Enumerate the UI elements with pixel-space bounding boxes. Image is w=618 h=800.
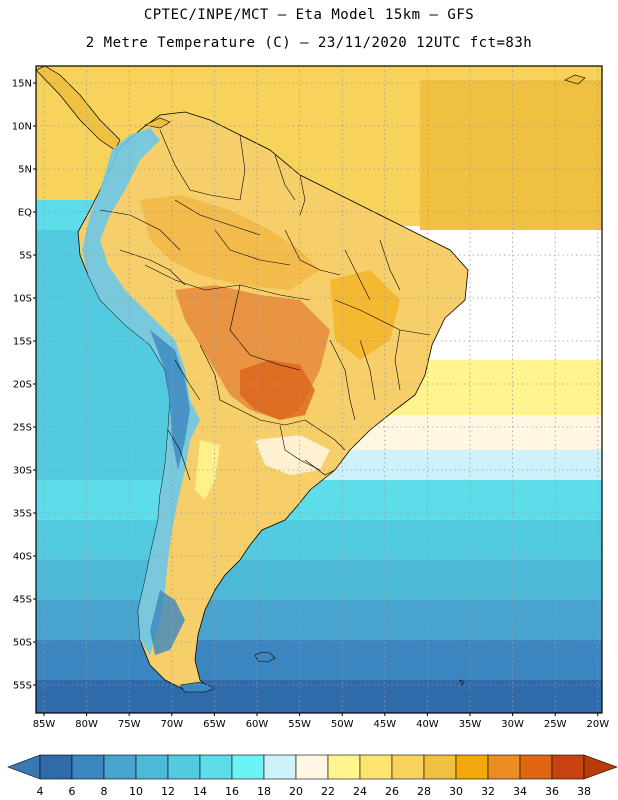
colorbar-bin: [263, 754, 297, 780]
colorbar-label: 34: [513, 785, 527, 798]
lat-label: 5S: [19, 251, 32, 262]
colorbar-bin: [135, 754, 169, 780]
lon-label: 35W: [459, 719, 482, 730]
colorbar-high-arrow: [583, 754, 618, 780]
high-andes-cold: [150, 330, 190, 470]
colorbar-bin: [327, 754, 361, 780]
colorbar-label: 30: [449, 785, 463, 798]
cold-band-1: [36, 560, 602, 600]
colorbar: 4 6 8 10 12 14 16 18 20 22 24 26 28 30 32 34 36 38: [7, 754, 618, 798]
colorbar-label: 4: [37, 785, 44, 798]
caribbean-islands: [564, 74, 586, 85]
lon-label: 40W: [416, 719, 439, 730]
lon-label: 60W: [246, 719, 269, 730]
andes-cold-strip: [82, 128, 200, 655]
falkland-islands: [254, 651, 276, 663]
lat-label: 50S: [13, 638, 32, 649]
colorbar-bin: [39, 754, 73, 780]
map-field: [36, 66, 602, 713]
lat-label: 45S: [13, 595, 32, 606]
south-georgia: [459, 679, 465, 686]
cold-band-2: [36, 600, 602, 640]
lat-label: 10S: [13, 294, 32, 305]
lon-label: 80W: [75, 719, 98, 730]
lat-label: 15N: [12, 79, 32, 90]
lat-label: 55S: [13, 681, 32, 692]
lon-label: 55W: [288, 719, 311, 730]
pantanal-hottest-zone: [240, 360, 315, 420]
colorbar-bin: [167, 754, 201, 780]
colorbar-bin: [103, 754, 137, 780]
colorbar-bin: [423, 754, 457, 780]
lon-label: 65W: [203, 719, 226, 730]
northeast-warm-zone: [330, 270, 400, 360]
hot-ocean-band: [420, 80, 602, 230]
lon-label: 70W: [160, 719, 183, 730]
colorbar-label: 8: [101, 785, 108, 798]
colorbar-label: 14: [193, 785, 207, 798]
lon-label: 75W: [118, 719, 141, 730]
colorbar-label: 12: [161, 785, 175, 798]
lat-label: 20S: [13, 380, 32, 391]
colorbar-label: 38: [577, 785, 591, 798]
cold-band-4: [36, 680, 602, 713]
lat-label: 15S: [13, 337, 32, 348]
colorbar-label: 10: [129, 785, 143, 798]
colorbar-label: 16: [225, 785, 239, 798]
cool-band-2: [36, 520, 602, 560]
colorbar-label: 22: [321, 785, 335, 798]
tierra-del-fuego: [179, 681, 216, 693]
colorbar-label: 20: [289, 785, 303, 798]
colorbar-bin: [487, 754, 521, 780]
colorbar-bin: [71, 754, 105, 780]
lat-label: 30S: [13, 466, 32, 477]
longitude-labels: 85W 80W 75W 70W 65W 60W 55W 50W 45W 40W 35W 30W 25W 2…: [33, 713, 609, 730]
lon-label: 50W: [331, 719, 354, 730]
lat-label: 40S: [13, 552, 32, 563]
colorbar-bin: [519, 754, 553, 780]
colorbar-low-arrow: [7, 754, 41, 780]
map-title-line-2: 2 Metre Temperature (C) – 23/11/2020 12U…: [85, 35, 533, 51]
caribbean-coast: [144, 117, 171, 129]
colorbar-label: 26: [385, 785, 399, 798]
colorbar-bin: [391, 754, 425, 780]
colorbar-label: 28: [417, 785, 431, 798]
colorbar-bins: [39, 754, 585, 780]
amazon-warm-zone: [140, 195, 320, 290]
colorbar-bin: [455, 754, 489, 780]
map-title-line-1: CPTEC/INPE/MCT – Eta Model 15km – GFS: [143, 7, 475, 23]
colorbar-bin: [199, 754, 233, 780]
central-america: [36, 66, 121, 151]
lat-label: 25S: [13, 423, 32, 434]
country-borders: [99, 129, 431, 481]
patagonia-cold: [150, 590, 185, 655]
lat-label: 5N: [18, 165, 32, 176]
lat-label: 10N: [12, 122, 32, 133]
colorbar-bin: [551, 754, 585, 780]
colorbar-label: 36: [545, 785, 559, 798]
colorbar-bin: [231, 754, 265, 780]
lon-label: 45W: [373, 719, 396, 730]
colorbar-bin: [359, 754, 393, 780]
lat-label: 35S: [13, 509, 32, 520]
lon-label: 25W: [544, 719, 567, 730]
cool-band: [36, 480, 602, 520]
lon-label: 30W: [501, 719, 524, 730]
colorbar-label: 24: [353, 785, 367, 798]
lon-label: 85W: [33, 719, 56, 730]
colorbar-label: 18: [257, 785, 271, 798]
colorbar-label: 32: [481, 785, 495, 798]
colorbar-bin: [295, 754, 329, 780]
colorbar-labels: 4 6 8 10 12 14 16 18 20 22 24 26 28 30 32 34 36 38: [37, 785, 592, 798]
colorbar-label: 6: [69, 785, 76, 798]
map-frame: [35, 65, 603, 714]
latitude-labels: 15N 10N 5N EQ 5S 10S 15S 20S 25S 30S 35S 40S 45S 50S 5…: [12, 79, 36, 692]
lon-label: 20W: [586, 719, 609, 730]
lat-label: EQ: [18, 208, 32, 219]
